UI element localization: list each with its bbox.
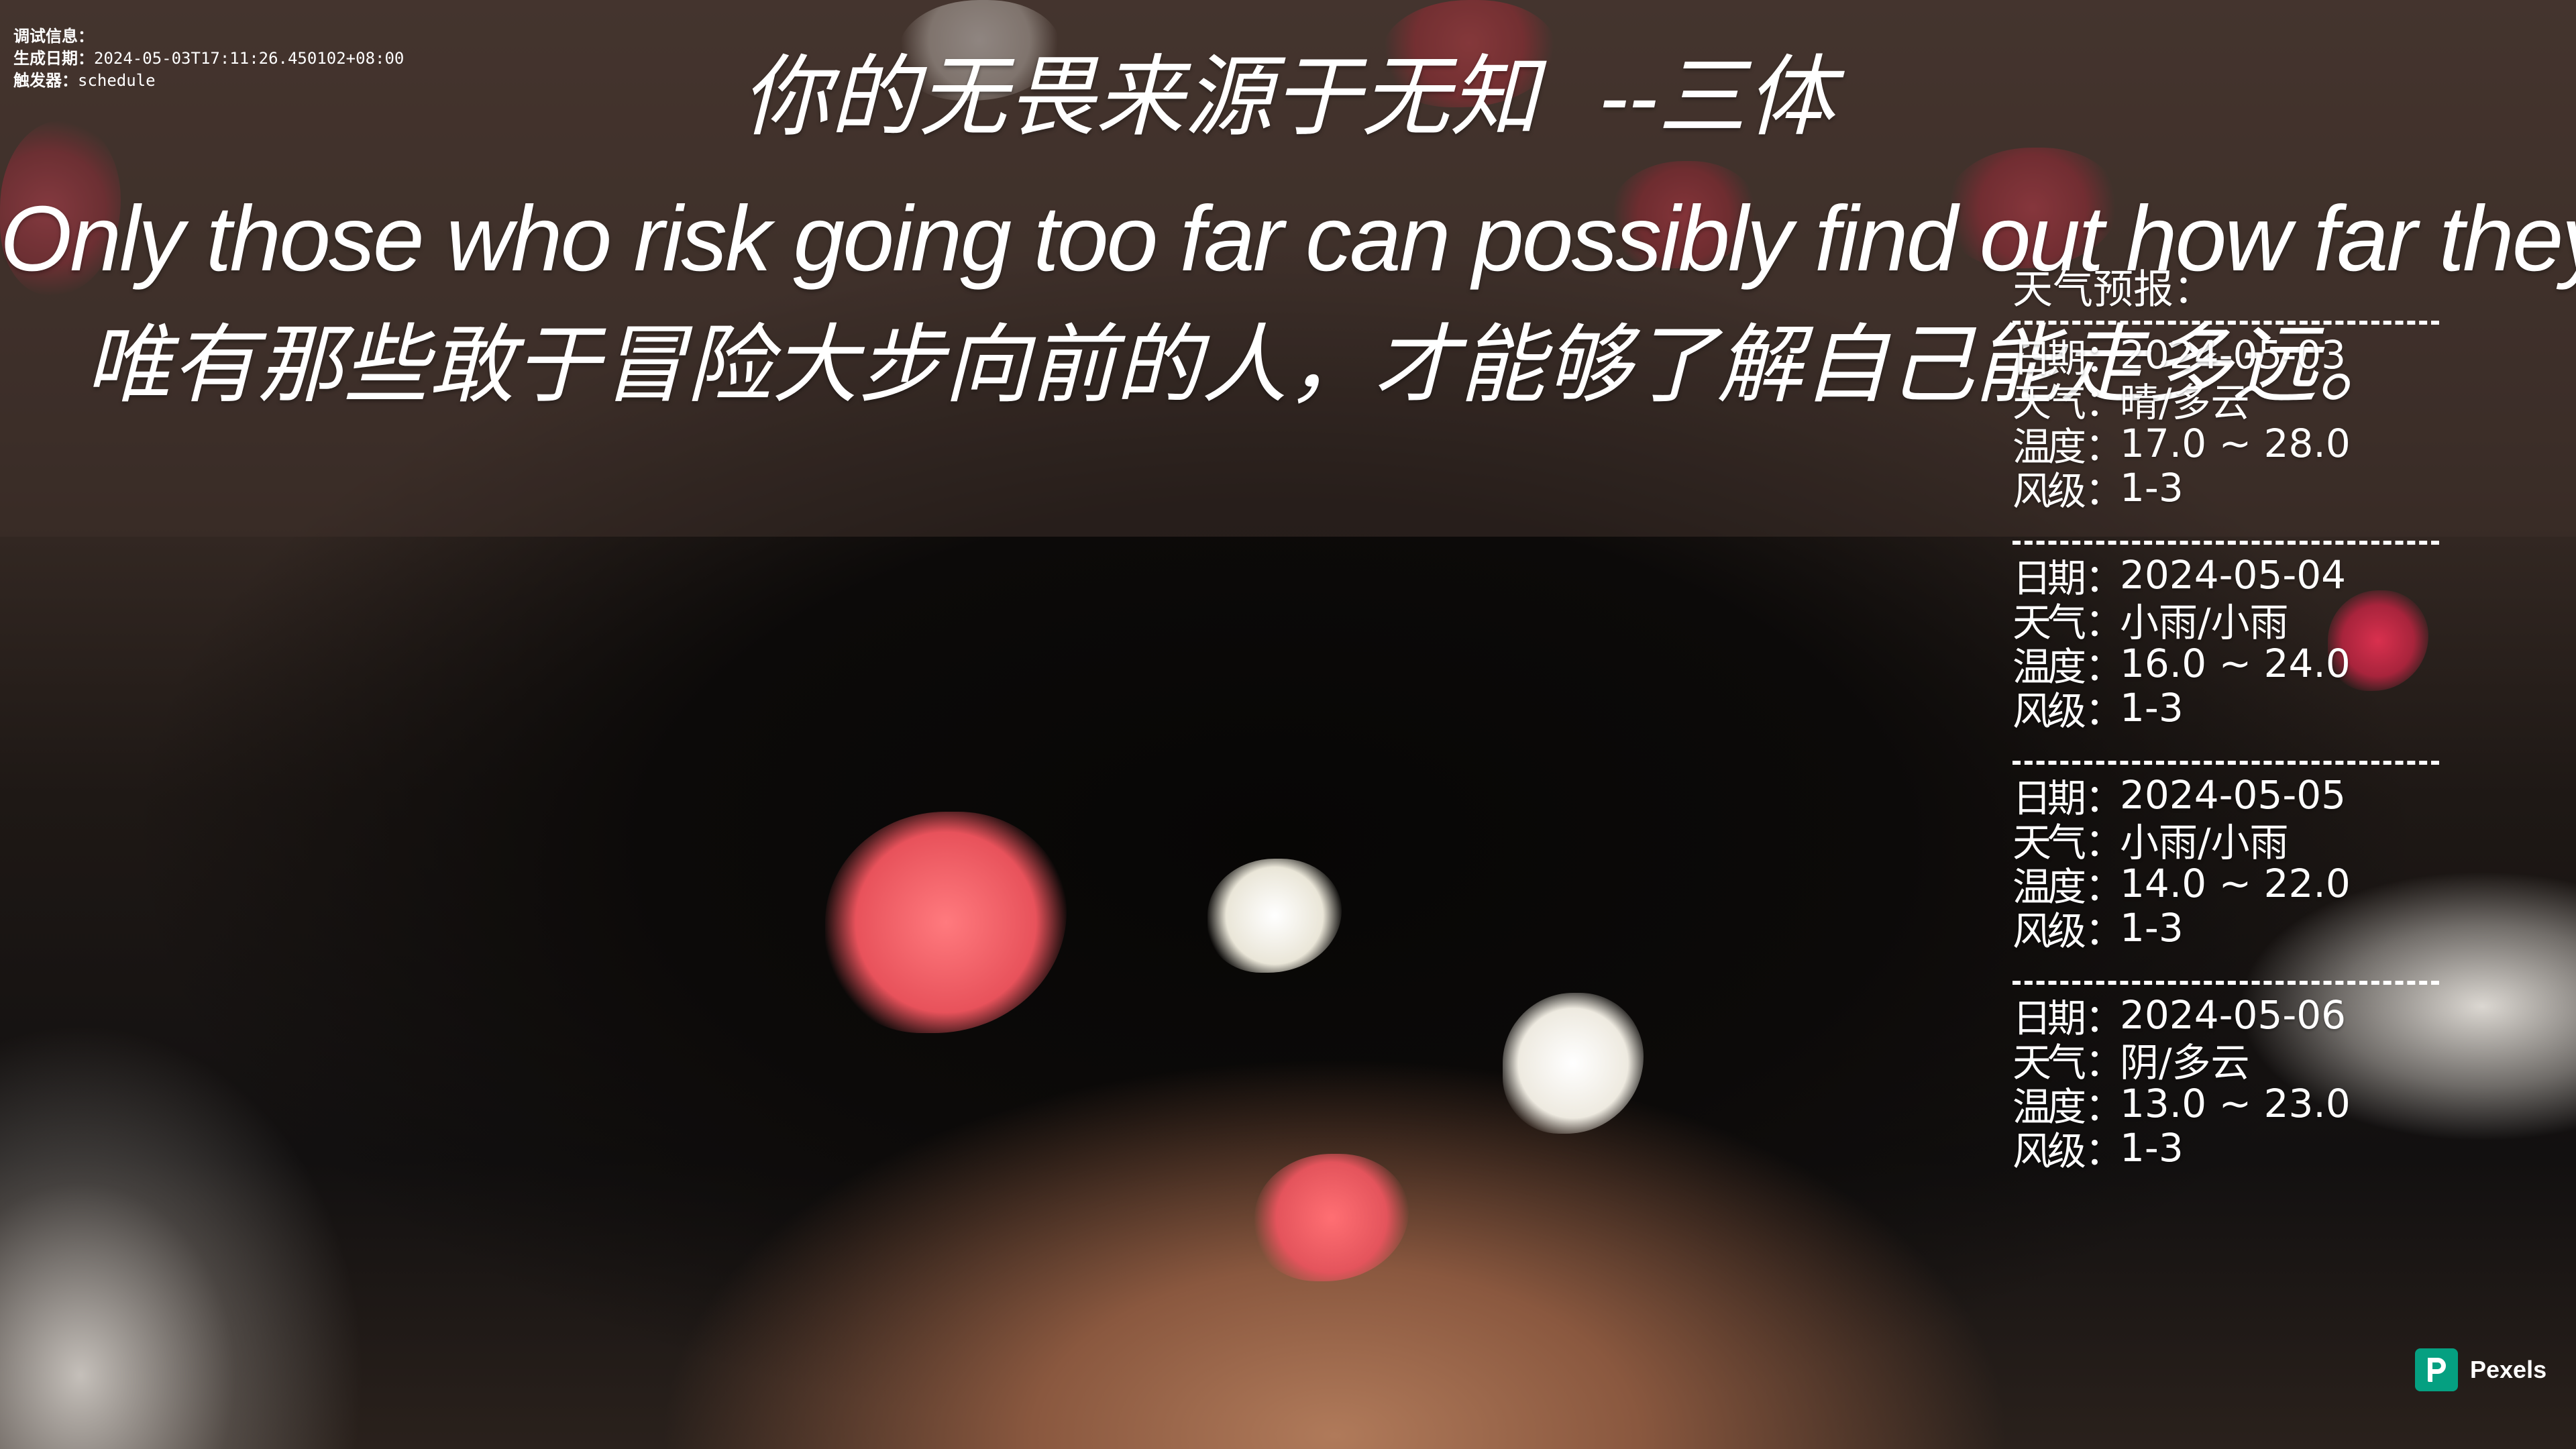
- colon: ：: [2085, 996, 2125, 1041]
- white-petal-photo: [1503, 993, 1644, 1134]
- date-label: 日期: [2012, 996, 2086, 1041]
- dashed-divider: [2012, 541, 2439, 545]
- wind-value: 1-3: [2120, 465, 2184, 511]
- date-value: 2024-05-06: [2120, 992, 2347, 1038]
- weather-label: 天气: [2012, 820, 2086, 865]
- wind-value: 1-3: [2120, 905, 2184, 951]
- weather-label: 天气: [2012, 1040, 2086, 1085]
- colon: ：: [2085, 468, 2125, 514]
- red-flower-photo: [825, 812, 1067, 1033]
- forecast-wind-row: 风级： 1-3: [2012, 1125, 2442, 1174]
- date-label: 日期: [2012, 775, 2086, 821]
- temperature-label: 温度: [2012, 424, 2086, 470]
- white-petal-photo: [1208, 859, 1342, 973]
- english-quote: Only those who risk going too far can po…: [0, 187, 2576, 290]
- quote-overlay-band: [0, 0, 2576, 537]
- wind-value: 1-3: [2120, 685, 2184, 731]
- temperature-label: 温度: [2012, 644, 2086, 690]
- temperature-value: 17.0 ~ 28.0: [2120, 421, 2351, 466]
- forecast-day: 日期： 2024-05-03 天气：晴/多云 温度： 17.0 ~ 28.0 风级：…: [2012, 332, 2442, 535]
- date-value: 2024-05-03: [2120, 332, 2347, 378]
- chinese-quote-text: 你的无畏来源于无知: [741, 48, 1539, 146]
- red-flower-photo: [2328, 590, 2428, 691]
- chinese-quote-author: --三体: [1599, 48, 1835, 146]
- date-label: 日期: [2012, 555, 2086, 601]
- colon: ：: [2085, 864, 2125, 910]
- debug-date-value: 2024-05-03T17:11:26.450102+08:00: [94, 49, 405, 68]
- temperature-value: 14.0 ~ 22.0: [2120, 861, 2351, 906]
- debug-trigger-line: 触发器：schedule: [13, 70, 404, 92]
- weather-value: 阴/多云: [2120, 1040, 2250, 1085]
- dashed-divider: [2012, 981, 2439, 985]
- red-petal-photo: [1254, 1154, 1409, 1281]
- forecast-date-row: 日期： 2024-05-04: [2012, 552, 2442, 601]
- colon: ：: [2085, 820, 2125, 865]
- debug-info: 调试信息： 生成日期：2024-05-03T17:11:26.450102+08…: [13, 25, 404, 92]
- temperature-label: 温度: [2012, 864, 2086, 910]
- debug-date-label: 生成日期：: [13, 49, 94, 68]
- forecast-weather-row: 天气：小雨/小雨: [2012, 817, 2442, 865]
- colon: ：: [2085, 908, 2125, 954]
- forecast-date-row: 日期： 2024-05-06: [2012, 992, 2442, 1041]
- forecast-date-row: 日期： 2024-05-05: [2012, 772, 2442, 821]
- debug-title-line: 调试信息：: [13, 25, 404, 48]
- weather-forecast-title: 天气预报：: [2012, 266, 2214, 313]
- forecast-wind-row: 风级： 1-3: [2012, 465, 2442, 514]
- colon: ：: [2085, 688, 2125, 734]
- colon: ：: [2085, 424, 2125, 470]
- forecast-day: 日期： 2024-05-04 天气：小雨/小雨 温度： 16.0 ~ 24.0 风级…: [2012, 552, 2442, 755]
- dashed-divider: [2012, 321, 2439, 325]
- weather-label: 天气: [2012, 600, 2086, 645]
- debug-title: 调试信息：: [13, 27, 94, 46]
- debug-trigger-value: schedule: [78, 71, 156, 90]
- temperature-value: 16.0 ~ 24.0: [2120, 641, 2351, 686]
- colon: ：: [2085, 555, 2125, 601]
- pexels-logo-icon: [2415, 1348, 2458, 1391]
- wind-label: 风级: [2012, 1128, 2086, 1174]
- colon: ：: [2085, 380, 2125, 425]
- colon: ：: [2085, 775, 2125, 821]
- forecast-weather-row: 天气：阴/多云: [2012, 1037, 2442, 1085]
- colon: ：: [2085, 1084, 2125, 1130]
- wind-label: 风级: [2012, 468, 2086, 514]
- date-value: 2024-05-04: [2120, 552, 2347, 598]
- colon: ：: [2085, 644, 2125, 690]
- wind-label: 风级: [2012, 688, 2086, 734]
- temperature-label: 温度: [2012, 1084, 2086, 1130]
- colon: ：: [2085, 1040, 2125, 1085]
- weather-label: 天气: [2012, 380, 2086, 425]
- chinese-translation-quote: 唯有那些敢于冒险大步向前的人，才能够了解自己能走多远。: [85, 317, 2404, 413]
- forecast-weather-row: 天气：晴/多云: [2012, 377, 2442, 425]
- colon: ：: [2085, 1128, 2125, 1174]
- weather-forecast-panel: 天气预报： 日期： 2024-05-03 天气：晴/多云 温度： 17.0 ~ 28…: [2012, 264, 2442, 1195]
- forecast-temperature-row: 温度： 13.0 ~ 23.0: [2012, 1081, 2442, 1130]
- chinese-quote: 你的无畏来源于无知 --三体: [0, 47, 2576, 148]
- weather-value: 小雨/小雨: [2120, 600, 2289, 645]
- pexels-label: Pexels: [2470, 1356, 2547, 1383]
- forecast-weather-row: 天气：小雨/小雨: [2012, 597, 2442, 645]
- colon: ：: [2085, 335, 2125, 381]
- date-label: 日期: [2012, 335, 2086, 381]
- colon: ：: [2085, 600, 2125, 645]
- wind-label: 风级: [2012, 908, 2086, 954]
- forecast-date-row: 日期： 2024-05-03: [2012, 332, 2442, 381]
- temperature-value: 13.0 ~ 23.0: [2120, 1081, 2351, 1126]
- forecast-temperature-row: 温度： 16.0 ~ 24.0: [2012, 641, 2442, 690]
- date-value: 2024-05-05: [2120, 772, 2347, 818]
- forecast-temperature-row: 温度： 14.0 ~ 22.0: [2012, 861, 2442, 910]
- dashed-divider: [2012, 761, 2439, 765]
- forecast-day: 日期： 2024-05-06 天气：阴/多云 温度： 13.0 ~ 23.0 风级：…: [2012, 992, 2442, 1195]
- forecast-wind-row: 风级： 1-3: [2012, 905, 2442, 954]
- weather-value: 小雨/小雨: [2120, 820, 2289, 865]
- debug-trigger-label: 触发器：: [13, 71, 78, 90]
- debug-date-line: 生成日期：2024-05-03T17:11:26.450102+08:00: [13, 48, 404, 70]
- pexels-attribution[interactable]: Pexels: [2415, 1348, 2546, 1391]
- forecast-wind-row: 风级： 1-3: [2012, 685, 2442, 734]
- forecast-day: 日期： 2024-05-05 天气：小雨/小雨 温度： 14.0 ~ 22.0 风级…: [2012, 772, 2442, 975]
- weather-value: 晴/多云: [2120, 380, 2250, 425]
- wind-value: 1-3: [2120, 1125, 2184, 1171]
- forecast-temperature-row: 温度： 17.0 ~ 28.0: [2012, 421, 2442, 470]
